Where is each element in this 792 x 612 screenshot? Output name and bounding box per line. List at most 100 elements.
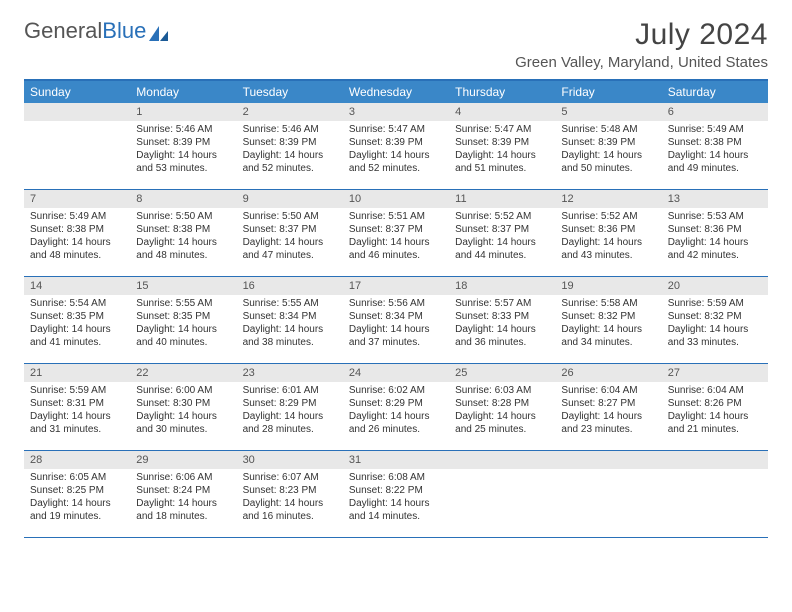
day-body: Sunrise: 5:53 AMSunset: 8:36 PMDaylight:… <box>662 208 768 266</box>
day-number: 13 <box>662 190 768 208</box>
sunrise-text: Sunrise: 5:55 AM <box>136 297 230 310</box>
daylight-text: Daylight: 14 hours and 43 minutes. <box>561 236 655 262</box>
week-row: 7Sunrise: 5:49 AMSunset: 8:38 PMDaylight… <box>24 190 768 277</box>
daylight-text: Daylight: 14 hours and 50 minutes. <box>561 149 655 175</box>
daylight-text: Daylight: 14 hours and 52 minutes. <box>349 149 443 175</box>
day-body: Sunrise: 5:46 AMSunset: 8:39 PMDaylight:… <box>130 121 236 179</box>
sunset-text: Sunset: 8:25 PM <box>30 484 124 497</box>
week-row: 14Sunrise: 5:54 AMSunset: 8:35 PMDayligh… <box>24 277 768 364</box>
sunset-text: Sunset: 8:29 PM <box>243 397 337 410</box>
sunrise-text: Sunrise: 6:05 AM <box>30 471 124 484</box>
day-body: Sunrise: 6:06 AMSunset: 8:24 PMDaylight:… <box>130 469 236 527</box>
day-cell: 20Sunrise: 5:59 AMSunset: 8:32 PMDayligh… <box>662 277 768 363</box>
day-cell: 16Sunrise: 5:55 AMSunset: 8:34 PMDayligh… <box>237 277 343 363</box>
title-block: July 2024 Green Valley, Maryland, United… <box>515 18 768 71</box>
daylight-text: Daylight: 14 hours and 34 minutes. <box>561 323 655 349</box>
day-cell: 2Sunrise: 5:46 AMSunset: 8:39 PMDaylight… <box>237 103 343 189</box>
day-body: Sunrise: 5:52 AMSunset: 8:37 PMDaylight:… <box>449 208 555 266</box>
sunrise-text: Sunrise: 6:03 AM <box>455 384 549 397</box>
calendar: SundayMondayTuesdayWednesdayThursdayFrid… <box>24 79 768 538</box>
sunrise-text: Sunrise: 6:02 AM <box>349 384 443 397</box>
sunrise-text: Sunrise: 5:49 AM <box>668 123 762 136</box>
day-number: 27 <box>662 364 768 382</box>
day-number: 20 <box>662 277 768 295</box>
day-cell: 9Sunrise: 5:50 AMSunset: 8:37 PMDaylight… <box>237 190 343 276</box>
sunrise-text: Sunrise: 5:57 AM <box>455 297 549 310</box>
day-body: Sunrise: 5:50 AMSunset: 8:37 PMDaylight:… <box>237 208 343 266</box>
daylight-text: Daylight: 14 hours and 48 minutes. <box>30 236 124 262</box>
day-number: 29 <box>130 451 236 469</box>
day-body: Sunrise: 6:04 AMSunset: 8:26 PMDaylight:… <box>662 382 768 440</box>
day-number: 24 <box>343 364 449 382</box>
day-header-cell: Friday <box>555 81 661 103</box>
sunrise-text: Sunrise: 6:04 AM <box>668 384 762 397</box>
sunrise-text: Sunrise: 5:54 AM <box>30 297 124 310</box>
day-number: 19 <box>555 277 661 295</box>
day-number: 14 <box>24 277 130 295</box>
sunset-text: Sunset: 8:38 PM <box>30 223 124 236</box>
daylight-text: Daylight: 14 hours and 46 minutes. <box>349 236 443 262</box>
day-body: Sunrise: 5:59 AMSunset: 8:31 PMDaylight:… <box>24 382 130 440</box>
sunset-text: Sunset: 8:39 PM <box>136 136 230 149</box>
sunset-text: Sunset: 8:33 PM <box>455 310 549 323</box>
daylight-text: Daylight: 14 hours and 49 minutes. <box>668 149 762 175</box>
day-number: 30 <box>237 451 343 469</box>
day-cell <box>662 451 768 537</box>
logo-text-2: Blue <box>102 18 146 44</box>
day-body: Sunrise: 5:48 AMSunset: 8:39 PMDaylight:… <box>555 121 661 179</box>
day-body: Sunrise: 6:07 AMSunset: 8:23 PMDaylight:… <box>237 469 343 527</box>
day-number: 4 <box>449 103 555 121</box>
day-header-cell: Thursday <box>449 81 555 103</box>
sunrise-text: Sunrise: 6:04 AM <box>561 384 655 397</box>
daylight-text: Daylight: 14 hours and 19 minutes. <box>30 497 124 523</box>
sunrise-text: Sunrise: 5:59 AM <box>668 297 762 310</box>
sunrise-text: Sunrise: 6:08 AM <box>349 471 443 484</box>
daylight-text: Daylight: 14 hours and 40 minutes. <box>136 323 230 349</box>
sunset-text: Sunset: 8:26 PM <box>668 397 762 410</box>
day-number: 8 <box>130 190 236 208</box>
day-header-row: SundayMondayTuesdayWednesdayThursdayFrid… <box>24 81 768 103</box>
sunrise-text: Sunrise: 5:58 AM <box>561 297 655 310</box>
daylight-text: Daylight: 14 hours and 21 minutes. <box>668 410 762 436</box>
day-number: 6 <box>662 103 768 121</box>
sunset-text: Sunset: 8:32 PM <box>668 310 762 323</box>
day-cell: 18Sunrise: 5:57 AMSunset: 8:33 PMDayligh… <box>449 277 555 363</box>
sunset-text: Sunset: 8:39 PM <box>243 136 337 149</box>
daylight-text: Daylight: 14 hours and 41 minutes. <box>30 323 124 349</box>
day-cell: 10Sunrise: 5:51 AMSunset: 8:37 PMDayligh… <box>343 190 449 276</box>
day-cell: 5Sunrise: 5:48 AMSunset: 8:39 PMDaylight… <box>555 103 661 189</box>
daylight-text: Daylight: 14 hours and 53 minutes. <box>136 149 230 175</box>
day-cell: 22Sunrise: 6:00 AMSunset: 8:30 PMDayligh… <box>130 364 236 450</box>
day-body: Sunrise: 5:59 AMSunset: 8:32 PMDaylight:… <box>662 295 768 353</box>
day-cell <box>24 103 130 189</box>
day-header-cell: Tuesday <box>237 81 343 103</box>
sunset-text: Sunset: 8:37 PM <box>455 223 549 236</box>
day-cell: 12Sunrise: 5:52 AMSunset: 8:36 PMDayligh… <box>555 190 661 276</box>
day-number: 12 <box>555 190 661 208</box>
sunset-text: Sunset: 8:35 PM <box>30 310 124 323</box>
day-body: Sunrise: 5:47 AMSunset: 8:39 PMDaylight:… <box>449 121 555 179</box>
day-cell: 14Sunrise: 5:54 AMSunset: 8:35 PMDayligh… <box>24 277 130 363</box>
sunset-text: Sunset: 8:31 PM <box>30 397 124 410</box>
day-body: Sunrise: 5:54 AMSunset: 8:35 PMDaylight:… <box>24 295 130 353</box>
location: Green Valley, Maryland, United States <box>515 54 768 71</box>
sunrise-text: Sunrise: 5:48 AM <box>561 123 655 136</box>
sunset-text: Sunset: 8:29 PM <box>349 397 443 410</box>
day-body: Sunrise: 6:01 AMSunset: 8:29 PMDaylight:… <box>237 382 343 440</box>
day-cell: 28Sunrise: 6:05 AMSunset: 8:25 PMDayligh… <box>24 451 130 537</box>
daylight-text: Daylight: 14 hours and 44 minutes. <box>455 236 549 262</box>
day-number: 11 <box>449 190 555 208</box>
day-cell: 23Sunrise: 6:01 AMSunset: 8:29 PMDayligh… <box>237 364 343 450</box>
daylight-text: Daylight: 14 hours and 38 minutes. <box>243 323 337 349</box>
sunrise-text: Sunrise: 5:46 AM <box>243 123 337 136</box>
sunset-text: Sunset: 8:37 PM <box>243 223 337 236</box>
day-cell: 27Sunrise: 6:04 AMSunset: 8:26 PMDayligh… <box>662 364 768 450</box>
daylight-text: Daylight: 14 hours and 33 minutes. <box>668 323 762 349</box>
sunrise-text: Sunrise: 5:47 AM <box>349 123 443 136</box>
sunrise-text: Sunrise: 6:01 AM <box>243 384 337 397</box>
day-number <box>24 103 130 121</box>
logo-sail-icon <box>148 22 170 40</box>
daylight-text: Daylight: 14 hours and 25 minutes. <box>455 410 549 436</box>
day-body: Sunrise: 5:51 AMSunset: 8:37 PMDaylight:… <box>343 208 449 266</box>
daylight-text: Daylight: 14 hours and 23 minutes. <box>561 410 655 436</box>
